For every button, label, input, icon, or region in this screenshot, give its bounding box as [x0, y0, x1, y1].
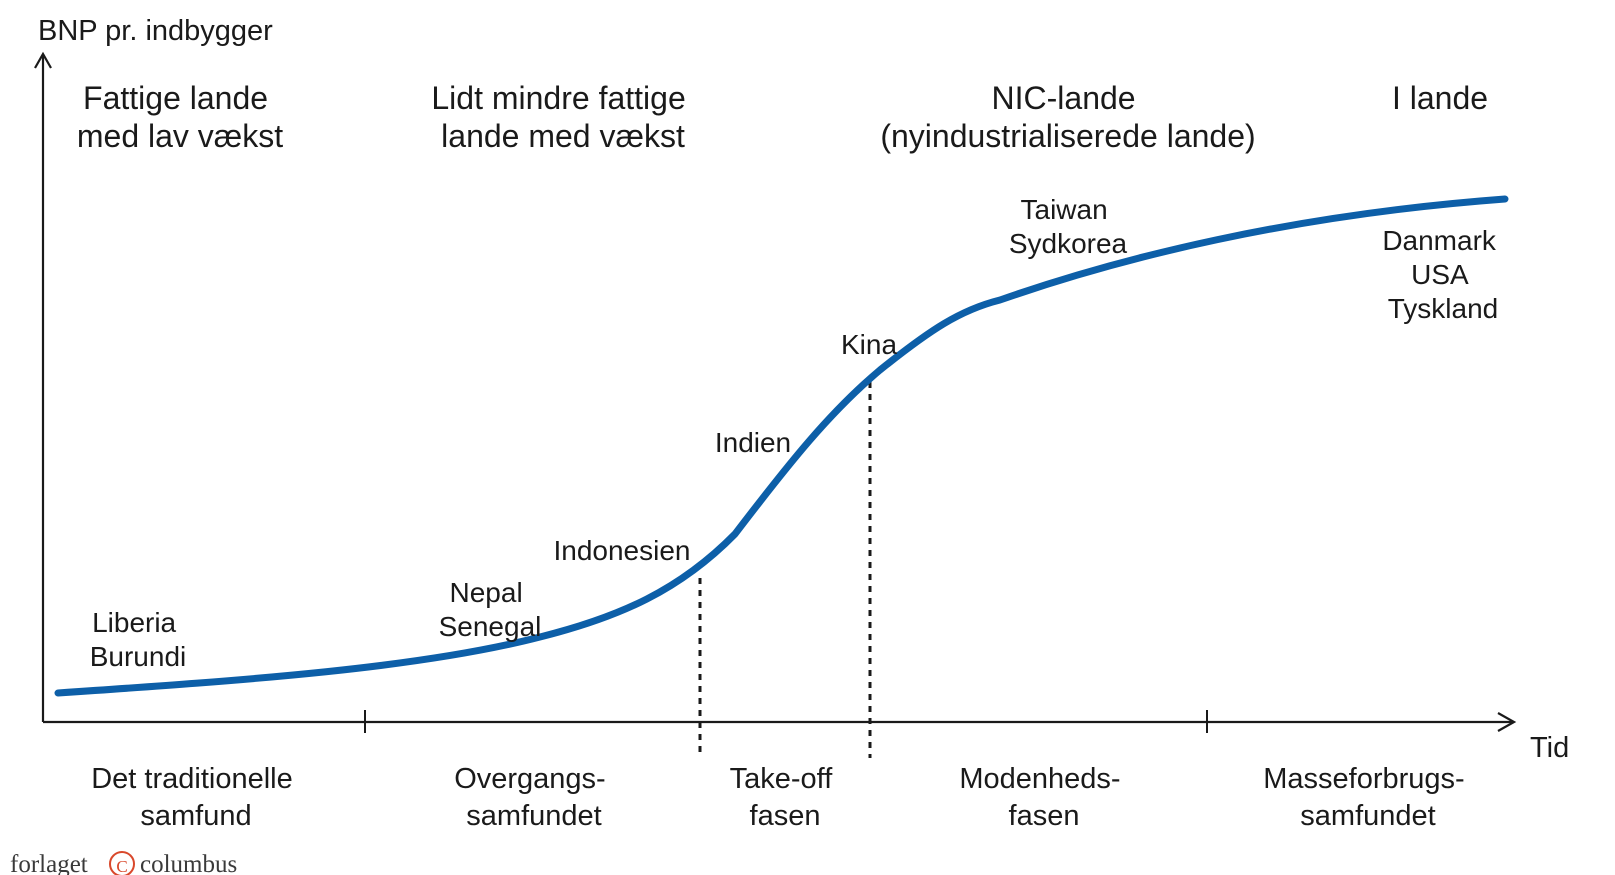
- category-i-lande: I lande: [1392, 80, 1488, 116]
- copyright-symbol: C: [116, 857, 127, 875]
- axes: [34, 51, 1517, 733]
- credit-suffix: columbus: [140, 851, 237, 875]
- stage-line: Modenheds-: [959, 763, 1120, 795]
- country-line: Indien: [715, 427, 791, 458]
- stage-line: Overgangs-: [454, 763, 606, 795]
- category-line: lande med vækst: [441, 118, 685, 154]
- country-line: Kina: [841, 329, 897, 360]
- category-line: Lidt mindre fattige: [431, 80, 685, 116]
- country-label-indien: Indien: [715, 427, 791, 458]
- publisher-credit: forlaget C columbus: [10, 851, 237, 875]
- growth-curve: [54, 195, 1509, 697]
- country-line: USA: [1411, 259, 1469, 290]
- country-line: Indonesien: [553, 535, 690, 566]
- country-line: Taiwan: [1021, 194, 1108, 225]
- y-axis-arrow-icon: [34, 51, 52, 69]
- category-line: Fattige lande: [83, 80, 268, 116]
- country-line: Nepal: [450, 577, 523, 608]
- category-nic: NIC-lande (nyindustrialiserede lande): [880, 80, 1255, 154]
- country-line: Sydkorea: [1009, 228, 1128, 259]
- x-axis-arrow-icon: [1497, 712, 1517, 732]
- category-less-poor-growth: Lidt mindre fattige lande med vækst: [431, 80, 694, 154]
- category-poor-low-growth: Fattige lande med lav vækst: [77, 80, 283, 154]
- stage-label-transition: Overgangs- samfundet: [454, 763, 614, 832]
- stage-label-traditional: Det traditionelle samfund: [91, 763, 301, 832]
- stage-label-mass-consumption: Masseforbrugs- samfundet: [1263, 763, 1473, 832]
- stage-line: fasen: [750, 800, 821, 832]
- country-label-indonesien: Indonesien: [553, 535, 690, 566]
- stage-label-takeoff: Take-off fasen: [730, 763, 841, 832]
- category-line: I lande: [1392, 80, 1488, 116]
- category-line: NIC-lande: [992, 80, 1136, 116]
- category-headings: Fattige lande med lav vækst Lidt mindre …: [77, 80, 1488, 154]
- stage-line: samfundet: [466, 800, 601, 832]
- copyright-icon: [109, 851, 135, 875]
- stage-line: samfundet: [1300, 800, 1435, 832]
- country-label-danmark-usa-tyskland: Danmark USA Tyskland: [1382, 225, 1503, 324]
- x-axis-label: Tid: [1530, 732, 1569, 764]
- country-label-liberia-burundi: Liberia Burundi: [90, 607, 187, 672]
- country-line: Liberia: [92, 607, 176, 638]
- country-line: Senegal: [439, 611, 542, 642]
- stage-line: fasen: [1009, 800, 1080, 832]
- stage-labels: Det traditionelle samfund Overgangs- sam…: [91, 763, 1473, 832]
- country-label-kina: Kina: [841, 329, 897, 360]
- category-line: med lav vækst: [77, 118, 283, 154]
- stage-line: samfund: [140, 800, 251, 832]
- y-axis-label: BNP pr. indbygger: [38, 15, 273, 47]
- category-line: (nyindustrialiserede lande): [880, 118, 1255, 154]
- stage-label-maturity: Modenheds- fasen: [959, 763, 1128, 832]
- country-line: Danmark: [1382, 225, 1497, 256]
- stage-line: Take-off: [730, 763, 834, 795]
- stage-line: Masseforbrugs-: [1263, 763, 1464, 795]
- country-label-taiwan-sydkorea: Taiwan Sydkorea: [1009, 194, 1128, 259]
- country-line: Burundi: [90, 641, 187, 672]
- country-labels: Liberia Burundi Nepal Senegal Indonesien…: [90, 194, 1503, 672]
- country-label-nepal-senegal: Nepal Senegal: [439, 577, 542, 642]
- stage-line: Det traditionelle: [91, 763, 293, 795]
- country-line: Tyskland: [1388, 293, 1499, 324]
- credit-prefix: forlaget: [10, 851, 88, 875]
